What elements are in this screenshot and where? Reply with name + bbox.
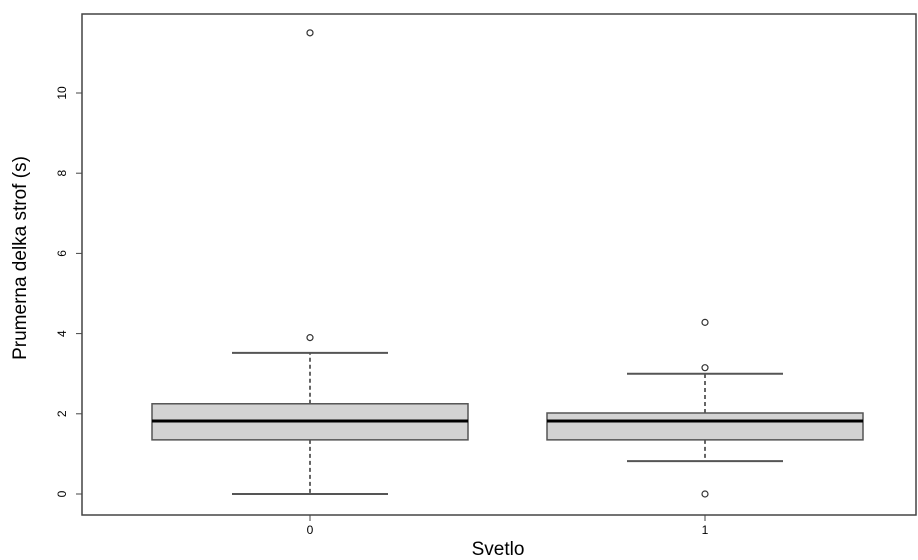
outlier-point — [701, 490, 709, 498]
y-tick-label: 2 — [55, 410, 69, 417]
plot-frame — [81, 13, 917, 516]
x-axis-label: Svetlo — [472, 539, 525, 560]
y-tick-label: 10 — [55, 86, 69, 100]
box — [546, 412, 864, 441]
x-tick-label: 1 — [702, 523, 709, 537]
x-tick-label: 0 — [307, 523, 314, 537]
y-tick-label: 6 — [55, 250, 69, 257]
box-group-1 — [546, 318, 864, 498]
box-group-0 — [151, 29, 469, 495]
outlier-point — [701, 364, 709, 372]
y-axis-label: Prumerna delka strof (s) — [10, 156, 31, 360]
outlier-point — [306, 334, 314, 342]
y-tick-label: 8 — [55, 170, 69, 177]
y-tick-label: 0 — [55, 490, 69, 497]
y-tick-label: 4 — [55, 330, 69, 337]
outlier-point — [701, 318, 709, 326]
outlier-point — [306, 29, 314, 37]
